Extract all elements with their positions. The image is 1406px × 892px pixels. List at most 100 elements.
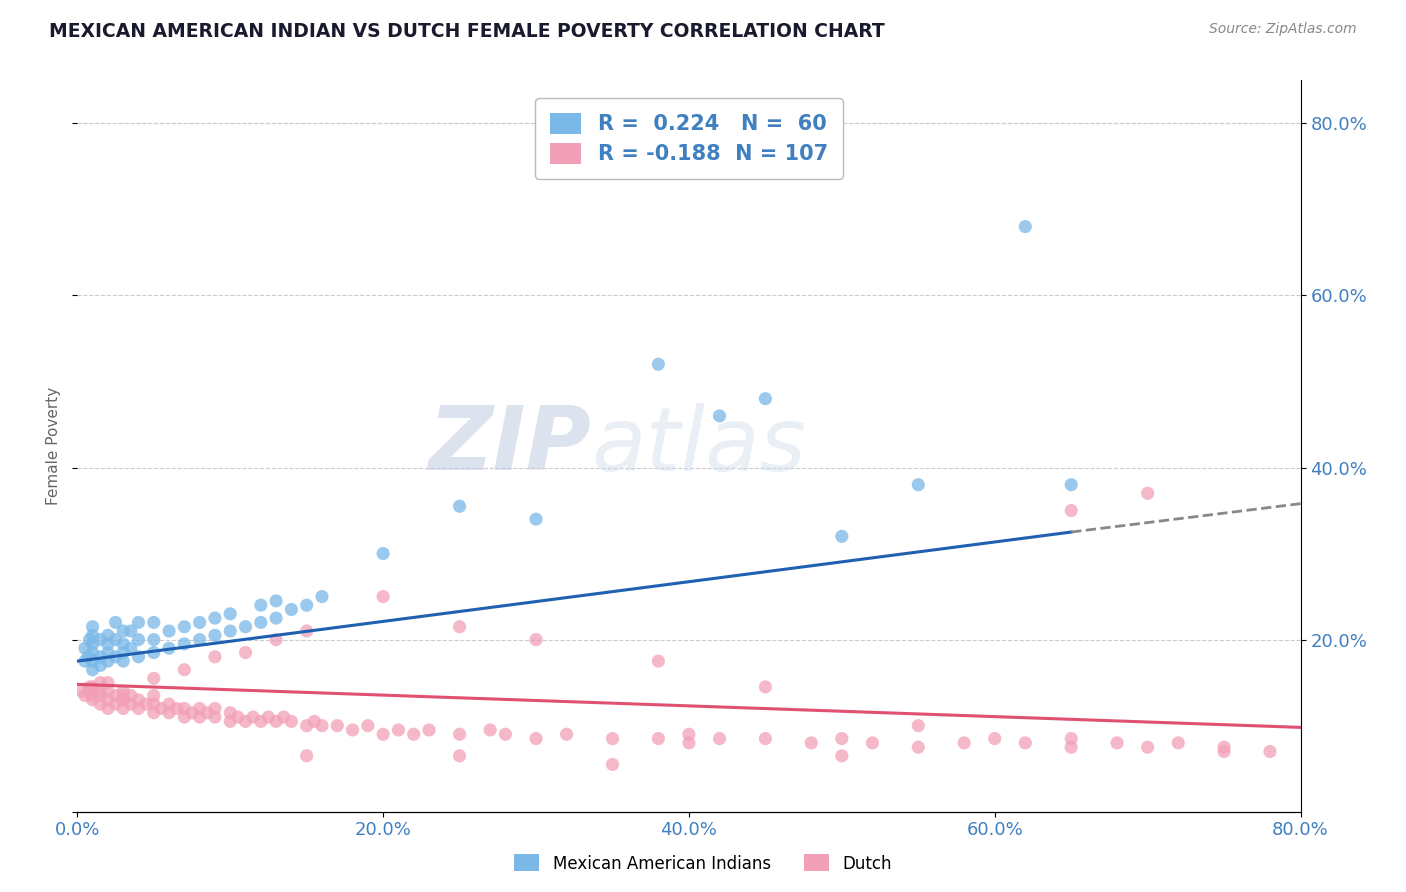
Point (953, 736, 976, 750)
Point (89, 632, 111, 647)
Point (77, 684, 100, 698)
Point (188, 701, 211, 715)
Point (89, 697, 111, 711)
Point (449, 727, 471, 741)
Point (127, 615, 149, 630)
Point (1014, 219, 1036, 234)
Point (250, 615, 273, 630)
Point (831, 731, 853, 746)
Point (73, 654, 96, 668)
Point (226, 710, 249, 724)
Point (204, 628, 226, 642)
Point (418, 723, 440, 737)
Point (273, 710, 295, 724)
Point (907, 740, 929, 755)
Point (188, 710, 211, 724)
Point (295, 719, 318, 733)
Point (142, 615, 165, 630)
Point (1167, 736, 1189, 750)
Point (120, 624, 142, 638)
Point (82, 684, 104, 698)
Point (173, 701, 195, 715)
Point (449, 620, 471, 634)
Point (1060, 503, 1083, 517)
Point (371, 727, 394, 741)
Point (235, 714, 257, 729)
Point (295, 598, 318, 612)
Point (295, 748, 318, 763)
Point (73, 641, 96, 656)
Point (555, 727, 578, 741)
Point (342, 723, 364, 737)
Point (120, 697, 142, 711)
Point (79, 680, 101, 694)
Point (112, 637, 135, 651)
Point (831, 748, 853, 763)
Point (82, 693, 104, 707)
Point (135, 697, 157, 711)
Point (142, 671, 165, 685)
Point (112, 624, 135, 638)
Point (79, 632, 101, 647)
Point (402, 727, 425, 741)
Point (235, 620, 257, 634)
Point (1213, 740, 1236, 755)
Point (754, 392, 776, 406)
Point (242, 710, 264, 724)
Point (173, 663, 195, 677)
Point (127, 632, 149, 647)
Point (647, 357, 669, 371)
Point (204, 701, 226, 715)
Text: Source: ZipAtlas.com: Source: ZipAtlas.com (1209, 22, 1357, 37)
Point (97, 646, 120, 660)
Point (1136, 740, 1159, 755)
Point (188, 632, 211, 647)
Point (264, 594, 287, 608)
Point (219, 607, 242, 621)
Point (264, 714, 287, 729)
Point (264, 632, 287, 647)
Text: MEXICAN AMERICAN INDIAN VS DUTCH FEMALE POVERTY CORRELATION CHART: MEXICAN AMERICAN INDIAN VS DUTCH FEMALE … (49, 22, 884, 41)
Point (104, 697, 127, 711)
Point (70, 684, 93, 698)
Point (250, 598, 273, 612)
Point (142, 689, 165, 703)
Point (1060, 740, 1083, 755)
Point (73, 689, 96, 703)
Point (120, 641, 142, 656)
Point (264, 611, 287, 625)
Point (709, 731, 731, 746)
Point (387, 723, 409, 737)
Point (104, 689, 127, 703)
Point (449, 500, 471, 514)
Point (82, 628, 104, 642)
Point (112, 689, 135, 703)
Point (166, 701, 188, 715)
Point (678, 727, 700, 741)
Point (219, 624, 242, 638)
Point (89, 689, 111, 703)
Point (82, 620, 104, 634)
Point (257, 710, 280, 724)
Point (97, 701, 120, 715)
Point (97, 684, 120, 698)
Point (157, 697, 180, 711)
Legend: R =  0.224   N =  60, R = -0.188  N = 107: R = 0.224 N = 60, R = -0.188 N = 107 (536, 98, 842, 179)
Point (112, 654, 135, 668)
Point (602, 731, 624, 746)
Point (204, 649, 226, 664)
Point (173, 637, 195, 651)
Point (280, 602, 302, 616)
Point (709, 409, 731, 423)
Point (104, 615, 127, 630)
Point (157, 641, 180, 656)
Point (449, 748, 471, 763)
Point (647, 731, 669, 746)
Point (800, 736, 823, 750)
Point (89, 658, 111, 673)
Point (142, 706, 165, 720)
Point (195, 706, 218, 720)
Point (495, 727, 517, 741)
Point (188, 615, 211, 630)
Point (524, 632, 547, 647)
